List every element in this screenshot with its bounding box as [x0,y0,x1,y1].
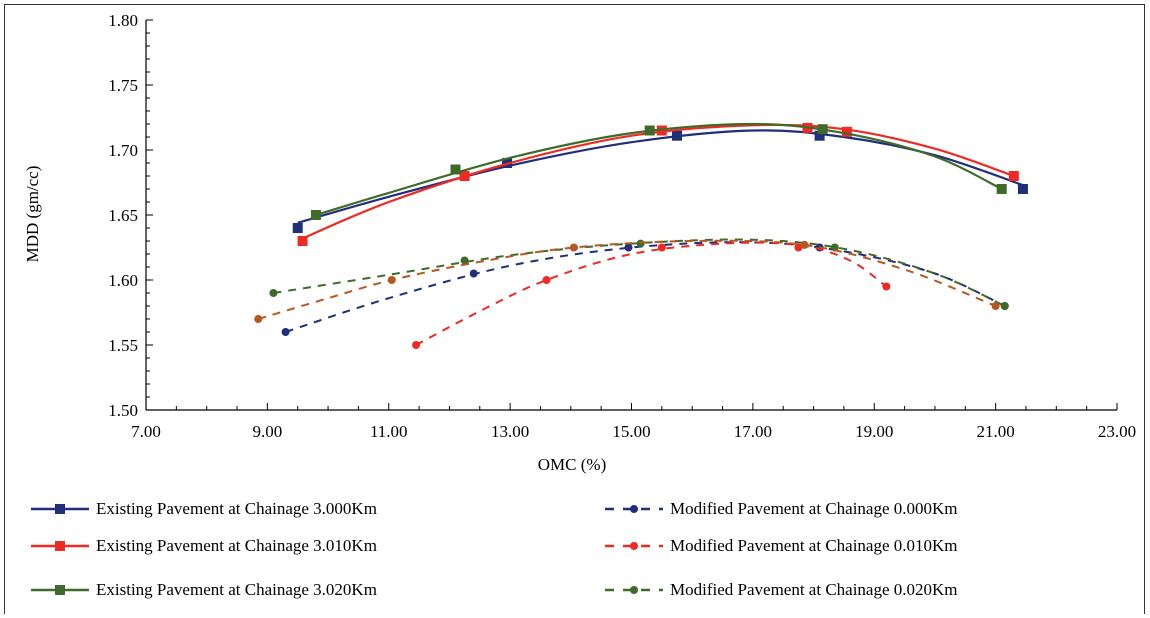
data-point [542,276,551,284]
x-tick-label: 9.00 [253,422,283,441]
x-tick-label: 21.00 [977,422,1015,441]
series-line [285,241,1006,333]
data-point [297,236,308,246]
data-point [1017,184,1028,194]
legend-swatch [605,542,663,550]
legend: Existing Pavement at Chainage 3.000Km Mod… [0,480,1150,610]
series-4 [412,241,891,349]
legend-label: Existing Pavement at Chainage 3.010Km [96,536,377,555]
y-tick-label: 1.75 [108,76,138,95]
data-point [817,124,828,135]
legend-marker [630,542,638,550]
legend-label: Modified Pavement at Chainage 0.020Km [670,580,958,599]
x-tick-label: 13.00 [491,422,529,441]
legend-swatch [605,586,663,594]
legend-item: Existing Pavement at Chainage 3.000Km [30,498,377,520]
data-point [387,276,396,284]
x-axis-label: OMC (%) [538,455,606,474]
y-tick-label: 1.65 [108,206,138,225]
legend-swatch [31,541,89,551]
data-point [1000,302,1009,310]
data-point [569,243,578,252]
x-tick-label: 11.00 [370,422,408,441]
legend-label: Existing Pavement at Chainage 3.020Km [96,580,377,599]
data-point [657,243,666,252]
series-6 [254,239,1000,323]
data-point [254,315,263,323]
data-point [624,243,633,252]
legend-item: Modified Pavement at Chainage 0.010Km [604,535,958,557]
data-point [412,341,421,349]
data-point [450,164,461,175]
legend-item: Existing Pavement at Chainage 3.010Km [30,535,377,557]
legend-item: Existing Pavement at Chainage 3.020Km [30,579,377,601]
legend-swatch [605,505,663,513]
data-point [830,243,839,252]
series-2 [310,122,1007,220]
x-tick-label: 17.00 [734,422,772,441]
data-point [882,282,891,291]
legend-label: Modified Pavement at Chainage 0.000Km [670,499,958,518]
plot-area [254,122,1028,349]
y-axis-label: MDD (gm/cc) [23,166,42,263]
data-point [281,328,290,336]
data-point [800,240,809,249]
series-line [415,241,887,346]
y-tick-label: 1.80 [108,11,138,30]
x-tick-label: 23.00 [1098,422,1136,441]
x-tick-label: 19.00 [855,422,893,441]
series-line [257,239,996,320]
legend-marker [55,585,65,595]
series-3 [281,241,1009,336]
series-line [302,123,1015,240]
series-5 [269,238,1009,310]
data-point [269,289,278,297]
data-point [459,171,470,181]
x-tick-label: 7.00 [131,422,161,441]
legend-marker [630,505,638,513]
data-point [991,302,1000,310]
y-tick-label: 1.50 [108,401,138,420]
data-point [310,210,321,220]
data-point [996,184,1007,194]
legend-item: Modified Pavement at Chainage 0.020Km [604,579,958,601]
legend-label: Modified Pavement at Chainage 0.010Km [670,536,958,555]
data-point [292,223,303,233]
data-point [469,269,478,278]
series-line [273,238,1006,307]
x-tick-label: 15.00 [612,422,650,441]
figure-frame [4,4,1145,614]
y-tick-label: 1.70 [108,141,138,160]
y-tick-label: 1.60 [108,271,138,290]
data-point [460,256,469,265]
y-tick-label: 1.55 [108,336,138,355]
data-point [672,130,683,141]
series-0 [292,129,1028,233]
data-point [794,243,803,252]
legend-marker [630,586,638,594]
legend-item: Modified Pavement at Chainage 0.000Km [604,498,958,520]
legend-swatch [31,585,89,595]
legend-marker [55,504,65,514]
data-point [1008,171,1019,181]
data-point [644,125,655,136]
legend-label: Existing Pavement at Chainage 3.000Km [96,499,377,518]
legend-swatch [31,504,89,514]
series-1 [297,122,1019,246]
axes: 1.50 1.55 1.60 1.65 1.70 1.75 1.80 7.00 9.00 11.0… [108,11,1136,441]
chart: 1.50 1.55 1.60 1.65 1.70 1.75 1.80 7.00 9.00 11.0… [23,11,1136,474]
legend-marker [55,541,65,551]
series-line [315,122,1003,217]
